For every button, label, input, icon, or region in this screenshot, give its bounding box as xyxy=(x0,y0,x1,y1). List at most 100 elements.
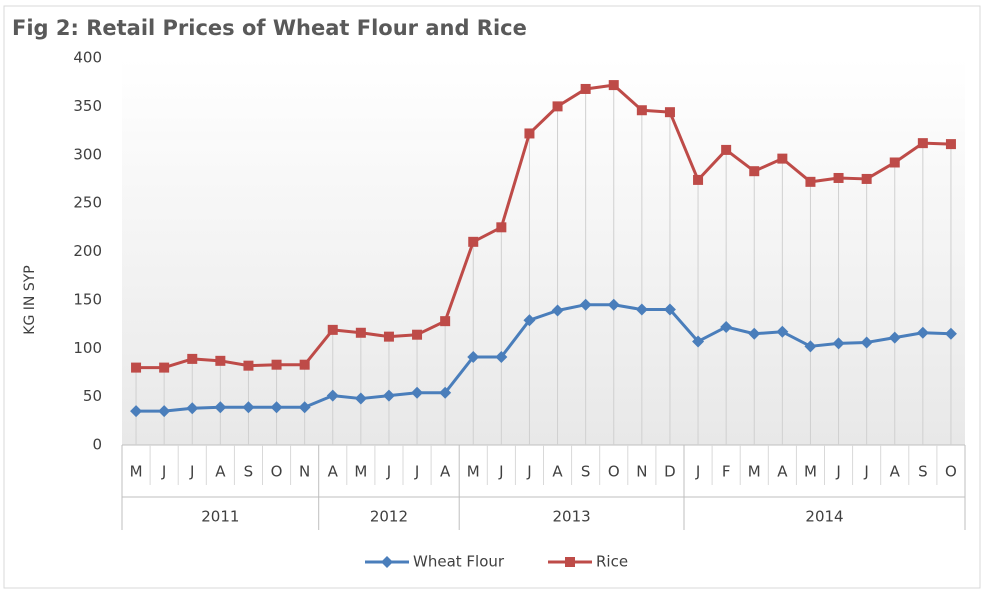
chart-border xyxy=(3,5,981,589)
marker xyxy=(579,298,592,311)
marker xyxy=(383,331,394,342)
marker xyxy=(917,138,928,149)
x-tick-label: M xyxy=(748,463,761,481)
group-label: 2013 xyxy=(553,508,591,526)
x-tick-label: J xyxy=(161,463,166,481)
y-tick-label: 250 xyxy=(73,194,102,212)
marker xyxy=(833,172,844,183)
x-tick-label: J xyxy=(189,463,194,481)
marker xyxy=(214,401,227,414)
marker xyxy=(158,405,171,418)
marker xyxy=(187,353,198,364)
marker xyxy=(551,304,564,317)
marker xyxy=(776,325,789,338)
plot-area xyxy=(122,58,965,445)
x-tick-label: J xyxy=(498,463,503,481)
y-tick-label: 200 xyxy=(73,242,102,260)
x-tick-label: A xyxy=(215,463,226,481)
x-tick-label: S xyxy=(581,463,591,481)
marker xyxy=(355,327,366,338)
marker xyxy=(889,157,900,168)
y-tick-label: 0 xyxy=(92,436,102,454)
marker xyxy=(467,350,480,363)
x-tick-label: S xyxy=(244,463,254,481)
marker xyxy=(805,176,816,187)
marker xyxy=(636,105,647,116)
marker xyxy=(832,337,845,350)
marker xyxy=(663,303,676,316)
x-tick-label: J xyxy=(835,463,840,481)
marker xyxy=(749,166,760,177)
marker xyxy=(299,359,310,370)
x-tick-label: A xyxy=(328,463,339,481)
group-label: 2012 xyxy=(370,508,408,526)
marker xyxy=(440,316,451,327)
marker xyxy=(721,144,732,155)
x-tick-label: M xyxy=(130,463,143,481)
group-label: 2011 xyxy=(201,508,239,526)
x-tick-label: J xyxy=(863,463,868,481)
marker xyxy=(524,128,535,139)
marker xyxy=(552,101,563,112)
x-tick-label: J xyxy=(526,463,531,481)
x-tick-label: M xyxy=(804,463,817,481)
marker xyxy=(412,329,423,340)
marker xyxy=(860,336,873,349)
marker xyxy=(411,386,424,399)
chart-title: Fig 2: Retail Prices of Wheat Flour and … xyxy=(12,16,527,40)
marker xyxy=(635,303,648,316)
marker xyxy=(944,327,957,340)
marker xyxy=(495,350,508,363)
marker xyxy=(580,83,591,94)
marker xyxy=(131,362,142,373)
x-tick-label: J xyxy=(414,463,419,481)
legend-label: Rice xyxy=(596,553,628,571)
marker xyxy=(496,222,507,233)
y-tick-label: 100 xyxy=(73,339,102,357)
marker xyxy=(186,402,199,415)
marker xyxy=(130,405,143,418)
marker xyxy=(664,107,675,118)
x-tick-label: O xyxy=(945,463,957,481)
marker xyxy=(270,401,283,414)
x-tick-label: N xyxy=(299,463,310,481)
x-tick-label: O xyxy=(271,463,283,481)
marker xyxy=(298,401,311,414)
legend-label: Wheat Flour xyxy=(413,553,505,571)
y-tick-label: 50 xyxy=(83,387,102,405)
marker xyxy=(693,174,704,185)
marker xyxy=(382,389,395,402)
marker xyxy=(242,401,255,414)
marker xyxy=(354,392,367,405)
y-axis-label: KG IN SYP xyxy=(22,265,38,334)
marker xyxy=(861,173,872,184)
y-tick-label: 350 xyxy=(73,97,102,115)
x-tick-label: A xyxy=(777,463,788,481)
x-tick-label: O xyxy=(608,463,620,481)
x-tick-label: N xyxy=(636,463,647,481)
x-tick-label: A xyxy=(440,463,451,481)
y-tick-label: 300 xyxy=(73,145,102,163)
marker xyxy=(439,386,452,399)
marker xyxy=(945,139,956,150)
marker xyxy=(720,320,733,333)
marker xyxy=(215,355,226,366)
marker xyxy=(607,298,620,311)
marker xyxy=(565,557,575,567)
marker xyxy=(692,335,705,348)
x-tick-label: A xyxy=(552,463,563,481)
marker xyxy=(468,236,479,247)
marker xyxy=(271,359,282,370)
marker xyxy=(326,389,339,402)
marker xyxy=(748,327,761,340)
marker xyxy=(804,340,817,353)
marker xyxy=(327,324,338,335)
y-tick-label: 400 xyxy=(73,49,102,67)
x-tick-label: J xyxy=(695,463,700,481)
x-tick-label: S xyxy=(918,463,928,481)
marker xyxy=(243,360,254,371)
x-tick-label: A xyxy=(890,463,901,481)
marker xyxy=(888,331,901,344)
group-label: 2014 xyxy=(805,508,843,526)
